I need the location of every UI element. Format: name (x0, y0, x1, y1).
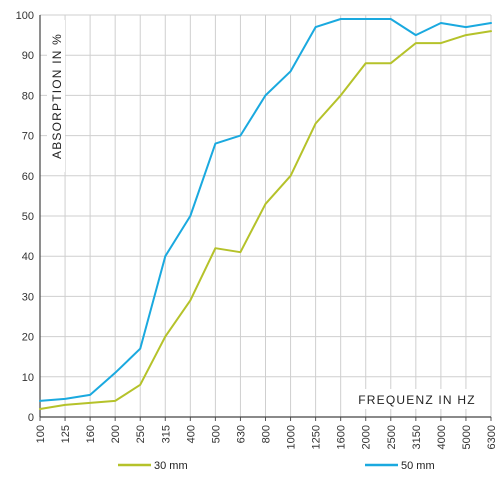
x-tick-label: 2000 (361, 425, 373, 449)
axes (39, 15, 492, 421)
x-tick-label: 1000 (286, 425, 298, 449)
legend-label-2: 50 mm (401, 460, 435, 472)
y-tick-label: 60 (22, 171, 34, 183)
y-axis-label-background (47, 20, 65, 172)
y-tick-label: 20 (22, 332, 34, 344)
legend-label-1: 30 mm (154, 460, 188, 472)
series-lines (39, 18, 492, 410)
x-tick-label: 630 (235, 425, 247, 443)
grid (40, 14, 492, 417)
x-tick-label: 1600 (336, 425, 348, 449)
x-tick-label: 6300 (486, 425, 498, 449)
y-tick-label: 90 (22, 50, 34, 62)
x-tick-label: 160 (85, 425, 97, 443)
x-tick-label: 125 (60, 425, 72, 443)
y-axis-label: ABSORPTION IN % (50, 33, 64, 159)
x-tick-label: 100 (35, 425, 47, 443)
x-tick-label: 800 (261, 425, 273, 443)
x-tick-label: 200 (110, 425, 122, 443)
x-tick-label: 500 (210, 425, 222, 443)
y-tick-label: 0 (28, 412, 34, 424)
y-tick-label: 30 (22, 291, 34, 303)
x-tick-label: 400 (185, 425, 197, 443)
x-tick-label: 1250 (311, 425, 323, 449)
y-tick-label: 100 (16, 10, 34, 22)
series-line-2 (39, 18, 492, 402)
x-axis-label: FREQUENZ IN HZ (358, 393, 475, 407)
x-axis-label-background (345, 389, 488, 409)
y-tick-label: 50 (22, 211, 34, 223)
y-tick-label: 70 (22, 131, 34, 143)
y-tick-label: 10 (22, 372, 34, 384)
x-tick-label: 250 (135, 425, 147, 443)
x-tick-label: 4000 (436, 425, 448, 449)
y-tick-label: 80 (22, 90, 34, 102)
legend: 30 mm 50 mm (118, 460, 435, 472)
y-tick-labels: 0 10 20 30 40 50 60 70 80 90 100 (16, 10, 34, 424)
series-line-1 (39, 30, 492, 410)
x-tick-label: 315 (160, 425, 172, 443)
x-tick-labels: 100 125 160 200 250 315 400 500 630 800 1000 1250 16… (35, 425, 498, 449)
x-tick-label: 3150 (411, 425, 423, 449)
y-tick-label: 40 (22, 251, 34, 263)
x-tick-label: 2500 (386, 425, 398, 449)
x-tick-label: 5000 (461, 425, 473, 449)
